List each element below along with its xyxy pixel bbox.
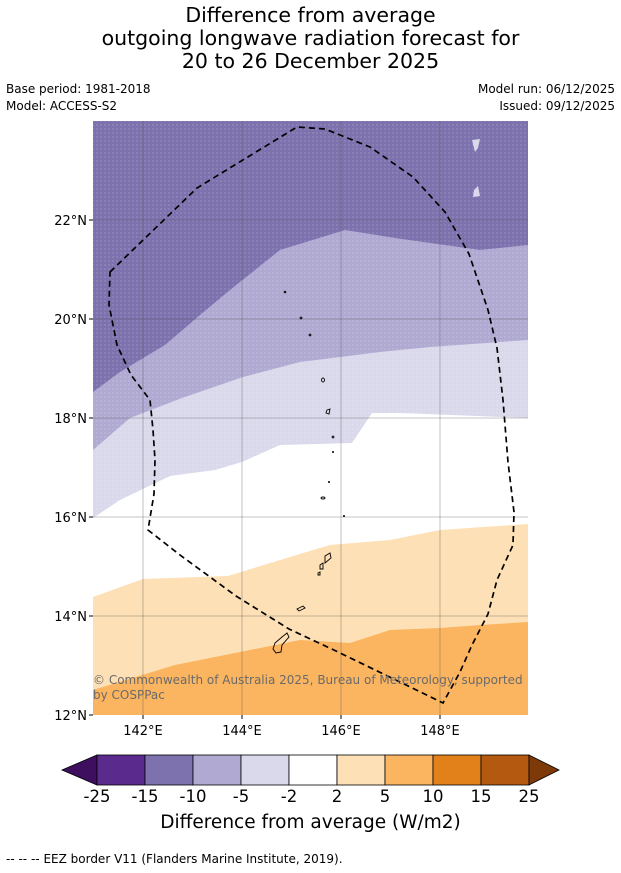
colorbar-segment bbox=[336, 754, 386, 786]
speck-2 bbox=[473, 186, 480, 197]
lat-label-18n: 18°N bbox=[54, 412, 87, 427]
copyright-line-1: © Commonwealth of Australia 2025, Bureau… bbox=[93, 673, 523, 687]
island bbox=[321, 377, 325, 383]
lon-label-142e: 142°E bbox=[123, 724, 163, 739]
title-line-3: 20 to 26 December 2025 bbox=[181, 49, 440, 73]
issued-date: Issued: 09/12/2025 bbox=[499, 99, 615, 113]
island bbox=[299, 316, 303, 320]
island bbox=[331, 450, 335, 454]
islands bbox=[272, 290, 346, 654]
colorbar-tick-label: -10 bbox=[179, 787, 207, 806]
eez-legend-symbol: -- -- -- bbox=[6, 852, 40, 866]
colorbar-segment bbox=[192, 754, 242, 786]
island bbox=[325, 408, 331, 415]
colorbar-tick-label: 15 bbox=[470, 787, 492, 806]
lat-label-20n: 20°N bbox=[54, 313, 87, 328]
eez-legend-text: EEZ border V11 (Flanders Marine Institut… bbox=[43, 852, 343, 866]
island-tinian bbox=[319, 562, 324, 570]
lat-label-16n: 16°N bbox=[54, 511, 87, 526]
lon-labels: 142°E 144°E 146°E 148°E bbox=[123, 724, 460, 739]
colorbar-tick-label: -15 bbox=[131, 787, 159, 806]
island-saipan bbox=[324, 552, 332, 564]
title-line-1: Difference from average bbox=[185, 3, 436, 27]
meta-right: Model run: 06/12/2025 Issued: 09/12/2025 bbox=[478, 81, 615, 115]
model-run: Model run: 06/12/2025 bbox=[477, 82, 615, 96]
island bbox=[320, 496, 326, 500]
lat-label-12n: 12°N bbox=[54, 709, 87, 724]
lat-labels: 22°N 20°N 18°N 16°N 14°N 12°N bbox=[54, 214, 87, 724]
colorbar-segment bbox=[288, 754, 338, 786]
island-rota bbox=[296, 605, 306, 612]
colorbar-tick-label: -25 bbox=[83, 787, 111, 806]
island bbox=[308, 333, 312, 337]
island bbox=[342, 514, 346, 518]
copyright-line-2: by COSPPac bbox=[93, 688, 165, 702]
meta-left: Base period: 1981-2018 Model: ACCESS-S2 bbox=[6, 81, 151, 115]
band-5-to-10 bbox=[93, 622, 528, 715]
island bbox=[327, 480, 331, 484]
lon-label-148e: 148°E bbox=[420, 724, 460, 739]
island bbox=[283, 290, 287, 294]
footer-legend: -- -- -- EEZ border V11 (Flanders Marine… bbox=[6, 852, 343, 866]
stipple-area bbox=[93, 121, 528, 518]
colorbar bbox=[60, 754, 560, 786]
eez-border bbox=[108, 126, 515, 705]
colorbar-tick-label: -2 bbox=[280, 787, 298, 806]
lat-label-14n: 14°N bbox=[54, 610, 87, 625]
colorbar-tick-label: 10 bbox=[422, 787, 444, 806]
chart-title: Difference from average outgoing longwav… bbox=[0, 4, 621, 73]
island-guam bbox=[272, 632, 290, 654]
lon-label-144e: 144°E bbox=[222, 724, 262, 739]
model-name: Model: ACCESS-S2 bbox=[6, 99, 118, 113]
colorbar-under-arrow bbox=[60, 754, 98, 786]
colorbar-segment bbox=[432, 754, 482, 786]
colorbar-tick-label: 5 bbox=[379, 787, 391, 806]
base-period: Base period: 1981-2018 bbox=[6, 82, 151, 96]
colorbar-label: Difference from average (W/m2) bbox=[160, 812, 461, 833]
colorbar-segment bbox=[240, 754, 290, 786]
colorbar-over-arrow bbox=[528, 754, 560, 786]
axis-ticks bbox=[89, 219, 441, 719]
gridlines bbox=[93, 121, 528, 715]
colorbar-tick-label: 2 bbox=[331, 787, 343, 806]
island bbox=[317, 571, 321, 576]
colorbar-segment bbox=[384, 754, 434, 786]
speck-1 bbox=[472, 139, 480, 152]
title-line-2: outgoing longwave radiation forecast for bbox=[101, 26, 520, 50]
anomaly-field: © Commonwealth of Australia 2025, Bureau… bbox=[93, 121, 528, 715]
colorbar-tick-label: -5 bbox=[232, 787, 250, 806]
lat-label-22n: 22°N bbox=[54, 214, 87, 229]
colorbar-segment bbox=[480, 754, 530, 786]
colorbar-segment bbox=[96, 754, 146, 786]
colorbar-segment bbox=[144, 754, 194, 786]
lon-label-146e: 146°E bbox=[321, 724, 361, 739]
island bbox=[331, 435, 335, 439]
colorbar-tick-label: 25 bbox=[518, 787, 540, 806]
